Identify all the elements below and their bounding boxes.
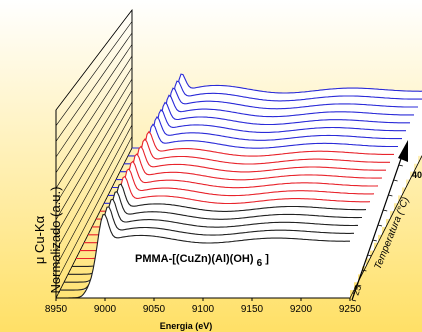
spectrum-trace [60, 206, 354, 291]
y-axis-label-line1: μ Cu-Kα [32, 215, 47, 264]
z-tick-mark [372, 239, 377, 242]
x-tick-label: 8950 [45, 304, 68, 315]
z-tick-mark [362, 269, 367, 272]
back-grid-line [55, 67, 133, 189]
spectrum-trace [124, 87, 418, 165]
spectrum-trace [116, 101, 410, 181]
x-tick-label: 9100 [192, 304, 215, 315]
back-wall-grid [55, 8, 133, 299]
z-tick-label-high: 400 [412, 170, 422, 180]
back-grid-line [55, 124, 133, 267]
spectrum-trace [72, 183, 367, 267]
spectrum-trace [96, 138, 390, 220]
annotation-suffix: ] [265, 253, 269, 265]
spectrum-trace [132, 73, 422, 149]
depth-edge-line [349, 155, 422, 299]
x-tick-label: 9250 [339, 304, 362, 315]
z-tick-mark [351, 299, 357, 302]
z-axis-arrow [398, 140, 408, 162]
back-grid-line [55, 32, 133, 142]
z-tick-mark [388, 194, 393, 197]
back-grid-line [55, 113, 133, 252]
spectrum-trace [64, 198, 358, 283]
spectrum-trace [108, 116, 402, 196]
x-axis-label: Energia (eV) [160, 321, 213, 331]
sample-annotation: PMMA-[(CuZn)(Al)(OH) 6 ] [135, 253, 269, 269]
spectrum-trace [88, 153, 383, 236]
spectrum-trace [56, 214, 350, 299]
spectrum-trace [92, 145, 386, 228]
floor-grid-line [55, 147, 133, 299]
back-grid-line [55, 101, 133, 236]
spectra-traces [56, 73, 422, 299]
back-grid-line [55, 78, 133, 205]
back-grid-line [55, 9, 133, 111]
x-tick-label: 9200 [290, 304, 313, 315]
z-tick-mark [377, 224, 383, 227]
spectrum-trace [104, 123, 398, 204]
z-tick-mark [393, 179, 398, 182]
x-tick-labels: 8950 9000 9050 9100 9150 9200 9250 [45, 298, 362, 315]
annotation-subscript: 6 [257, 258, 263, 269]
annotation-main: PMMA-[(CuZn)(Al)(OH) [135, 253, 254, 265]
z-ticks [351, 149, 409, 302]
spectrum-trace [76, 175, 371, 260]
spectrum-trace [112, 108, 406, 189]
x-tick-label: 9050 [143, 304, 166, 315]
spectrum-trace [128, 80, 422, 157]
back-grid-line [55, 21, 133, 126]
z-tick-label-low: 25 [350, 284, 363, 297]
trace-fill [56, 214, 350, 298]
spectrum-trace [120, 94, 414, 173]
z-tick-mark [398, 164, 403, 167]
x-tick-label: 9000 [94, 304, 117, 315]
x-tick-label: 9150 [241, 304, 264, 315]
back-grid-line [55, 90, 133, 220]
back-grid-line [55, 44, 133, 158]
spectrum-trace [68, 191, 362, 275]
spectrum-trace [84, 160, 379, 244]
y-axis-label-line2: Normalizado (a.u.) [48, 187, 63, 294]
z-tick-mark [357, 284, 362, 287]
z-tick-mark [383, 209, 388, 212]
spectrum-trace [80, 168, 375, 252]
z-tick-mark [403, 149, 409, 152]
back-grid-line [55, 136, 133, 283]
back-grid-line [55, 55, 133, 173]
z-tick-mark [367, 254, 372, 257]
spectrum-trace [100, 130, 394, 212]
